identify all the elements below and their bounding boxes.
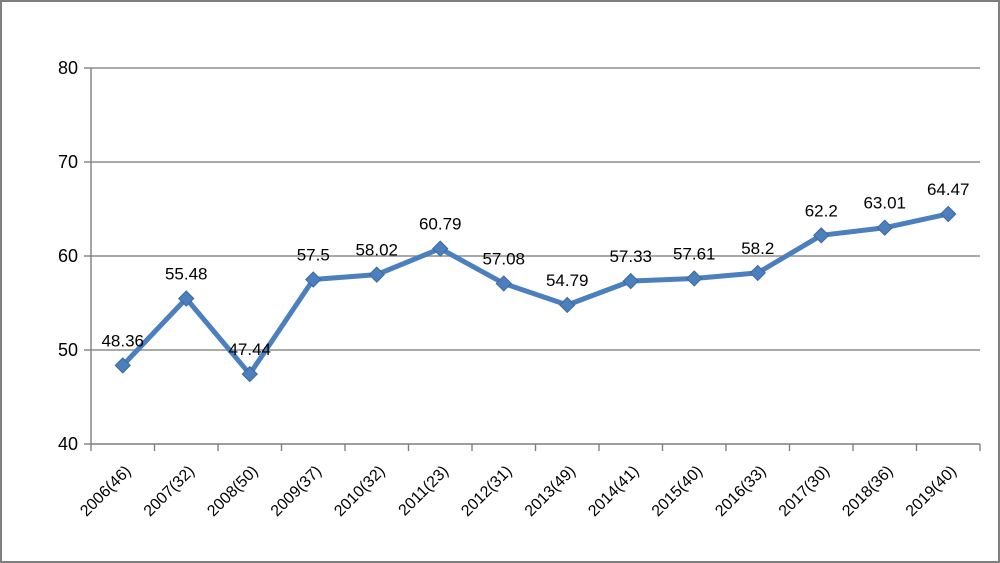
x-tick-label: 2012(31) bbox=[458, 463, 515, 520]
x-tick-label: 2007(32) bbox=[141, 463, 198, 520]
data-point-marker bbox=[940, 205, 957, 223]
data-label: 55.48 bbox=[165, 264, 208, 283]
x-tick-label: 2013(49) bbox=[522, 463, 579, 520]
data-label: 58.2 bbox=[741, 239, 774, 258]
data-point-marker bbox=[622, 272, 639, 290]
data-label: 60.79 bbox=[419, 215, 462, 234]
data-label: 64.47 bbox=[927, 180, 970, 199]
data-label: 57.08 bbox=[482, 249, 525, 268]
y-tick-label: 40 bbox=[58, 434, 78, 454]
data-point-marker bbox=[305, 271, 322, 288]
data-point-marker bbox=[495, 275, 512, 292]
data-point-marker bbox=[686, 270, 703, 287]
x-tick-label: 2009(37) bbox=[268, 463, 325, 520]
data-point-marker bbox=[178, 290, 195, 307]
x-tick-label: 2018(36) bbox=[839, 463, 896, 520]
y-tick-label: 70 bbox=[58, 152, 78, 172]
data-point-marker bbox=[876, 219, 893, 236]
data-point-marker bbox=[432, 240, 449, 257]
y-tick-label: 60 bbox=[58, 246, 78, 266]
data-point-marker bbox=[368, 266, 385, 283]
data-label: 57.5 bbox=[297, 246, 330, 265]
x-tick-label: 2011(23) bbox=[396, 463, 452, 519]
y-tick-label: 80 bbox=[58, 58, 78, 78]
data-point-marker bbox=[114, 357, 131, 374]
x-tick-label: 2006(46) bbox=[77, 463, 134, 520]
data-label: 48.36 bbox=[101, 331, 144, 350]
data-point-marker bbox=[813, 227, 830, 244]
x-tick-label: 2014(41) bbox=[585, 463, 642, 520]
x-tick-label: 2008(50) bbox=[204, 463, 261, 520]
data-label: 54.79 bbox=[546, 271, 589, 290]
x-tick-label: 2010(32) bbox=[331, 463, 388, 520]
x-tick-label: 2016(33) bbox=[712, 463, 769, 520]
data-label: 58.02 bbox=[355, 241, 398, 260]
data-label: 57.33 bbox=[609, 247, 652, 266]
series-line bbox=[120, 211, 951, 377]
y-tick-label: 50 bbox=[58, 340, 78, 360]
data-point-marker bbox=[559, 296, 576, 314]
x-tick-label: 2017(30) bbox=[776, 463, 833, 520]
data-label: 57.61 bbox=[673, 244, 716, 263]
x-tick-label: 2019(40) bbox=[903, 463, 960, 520]
data-point-marker bbox=[749, 264, 766, 282]
data-label: 63.01 bbox=[863, 194, 906, 213]
data-label: 62.2 bbox=[805, 201, 838, 220]
data-label: 47.44 bbox=[228, 340, 271, 359]
data-point-marker bbox=[241, 365, 258, 383]
x-tick-label: 2015(40) bbox=[649, 463, 706, 520]
